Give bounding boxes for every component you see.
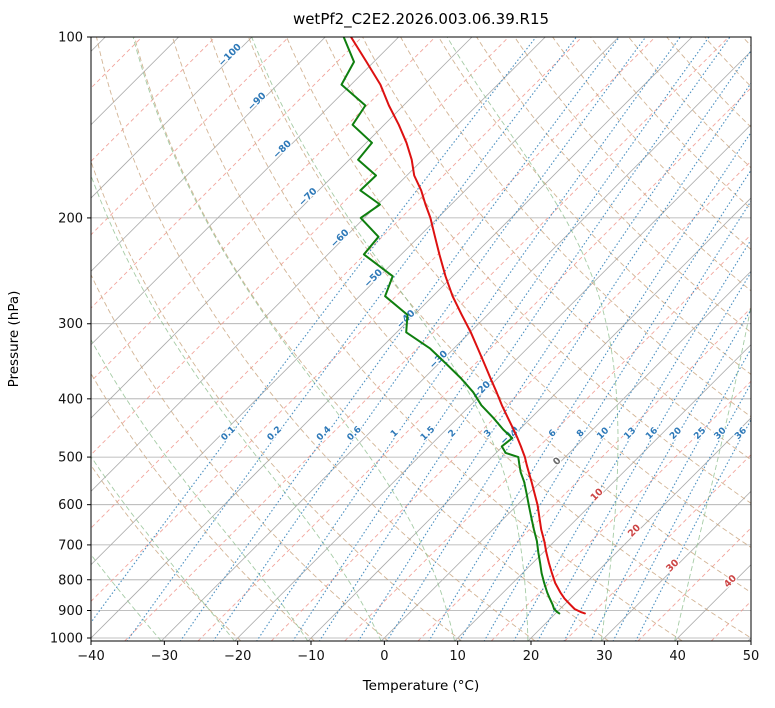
mixing-ratio-lines <box>91 37 751 641</box>
svg-text:1: 1 <box>389 428 401 440</box>
svg-text:25: 25 <box>692 426 708 442</box>
svg-text:−10: −10 <box>297 649 324 664</box>
svg-text:700: 700 <box>58 538 83 553</box>
svg-text:600: 600 <box>58 498 83 513</box>
svg-text:−90: −90 <box>246 90 269 113</box>
svg-text:−60: −60 <box>329 227 352 250</box>
dewpoint-curve <box>340 37 561 615</box>
svg-text:−100: −100 <box>216 41 244 69</box>
svg-text:10: 10 <box>449 649 466 664</box>
svg-text:−40: −40 <box>77 649 104 664</box>
svg-text:−30: −30 <box>427 348 450 371</box>
svg-text:30: 30 <box>664 557 681 574</box>
chart-title: wetPf2_C2E2.2026.003.06.39.R15 <box>293 10 549 29</box>
svg-text:13: 13 <box>622 426 638 442</box>
svg-text:−30: −30 <box>151 649 178 664</box>
svg-text:−80: −80 <box>271 138 294 161</box>
svg-text:20: 20 <box>626 522 643 539</box>
svg-text:500: 500 <box>58 451 83 466</box>
pressure-gridlines <box>91 37 751 639</box>
svg-text:1.5: 1.5 <box>419 425 437 443</box>
svg-text:20: 20 <box>523 649 540 664</box>
svg-text:200: 200 <box>58 211 83 226</box>
x-tick-labels: −40 −30 −20 −10 0 10 20 30 40 50 <box>77 641 759 664</box>
svg-text:−70: −70 <box>297 186 320 209</box>
temperature-curve <box>350 37 586 615</box>
svg-text:900: 900 <box>58 604 83 619</box>
svg-text:30: 30 <box>596 649 613 664</box>
moist-adiabats <box>91 37 751 641</box>
svg-text:50: 50 <box>743 649 760 664</box>
y-axis-label: Pressure (hPa) <box>6 291 22 388</box>
svg-text:0.1: 0.1 <box>220 425 238 443</box>
svg-text:800: 800 <box>58 573 83 588</box>
x-axis-label: Temperature (°C) <box>362 678 480 694</box>
svg-text:0: 0 <box>380 649 388 664</box>
svg-text:400: 400 <box>58 392 83 407</box>
svg-text:−20: −20 <box>470 379 493 402</box>
svg-text:1000: 1000 <box>50 632 83 647</box>
svg-text:40: 40 <box>669 649 686 664</box>
plot-area: −100−90−80−70−60−50−40−30−20−10010203040… <box>91 37 751 641</box>
minor-isotherm-lines <box>91 37 751 641</box>
svg-text:0.2: 0.2 <box>266 425 284 443</box>
y-tick-labels: 100 200 300 400 500 600 700 800 900 1000 <box>50 31 91 647</box>
plot-frame <box>90 36 752 642</box>
svg-text:20: 20 <box>668 426 684 442</box>
svg-text:0.4: 0.4 <box>315 425 333 443</box>
dry-adiabats <box>91 37 751 641</box>
svg-text:3: 3 <box>483 428 495 440</box>
axes: −40 −30 −20 −10 0 10 20 30 40 5010020030040050060… <box>50 31 759 665</box>
svg-text:10: 10 <box>589 486 606 503</box>
svg-text:10: 10 <box>595 426 611 442</box>
svg-text:100: 100 <box>58 31 83 46</box>
svg-text:−50: −50 <box>362 267 385 290</box>
isotherm-lines <box>91 37 751 641</box>
svg-text:2: 2 <box>447 428 459 440</box>
svg-text:8: 8 <box>575 428 587 440</box>
svg-text:300: 300 <box>58 317 83 332</box>
svg-text:−20: −20 <box>224 649 251 664</box>
svg-text:6: 6 <box>547 428 559 440</box>
